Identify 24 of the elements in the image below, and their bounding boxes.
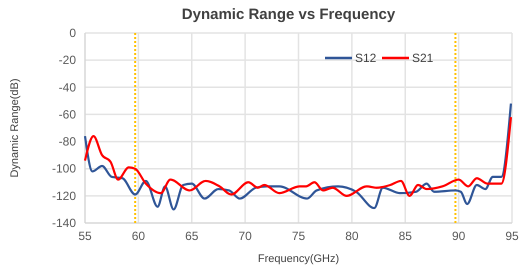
x-tick-label: 60 [132,229,146,243]
line-series [84,116,512,197]
x-axis-title: Frequency(GHz) [258,253,340,265]
x-tick-label: 75 [292,229,306,243]
x-tick-label: 95 [505,229,519,243]
x-tick-label: 65 [185,229,199,243]
chart-title: Dynamic Range vs Frequency [182,6,396,23]
y-tick-label: -100 [52,162,76,176]
y-tick-label: -120 [52,188,76,203]
x-tick-label: 85 [398,229,412,243]
x-tick-label: 55 [78,229,92,243]
y-tick-label: -60 [58,107,76,122]
y-tick-label: -80 [58,134,76,149]
y-tick-label: -140 [52,216,76,230]
x-tick-label: 80 [345,229,359,243]
x-tick-label: 70 [238,229,252,243]
line-series [84,102,512,211]
y-tick-label: 0 [69,26,76,40]
y-tick-label: -40 [58,80,76,94]
x-tick-label: 90 [452,229,466,243]
y-axis-title: Dynamic Range(dB) [9,78,21,178]
y-tick-label: -20 [58,53,76,68]
legend-label: S12 [355,51,377,65]
legend-label: S21 [412,51,434,65]
